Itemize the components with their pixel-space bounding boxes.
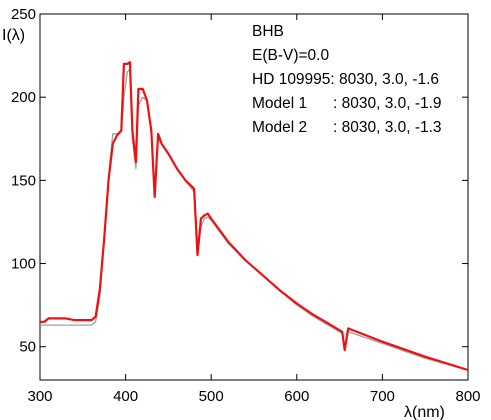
- series-line-2: [40, 61, 469, 372]
- x-tick-label: 400: [113, 388, 138, 405]
- y-tick-label: 250: [11, 6, 36, 23]
- y-axis-label: I(λ): [2, 27, 25, 44]
- x-tick-label: 300: [27, 388, 52, 405]
- y-tick-label: 100: [11, 256, 36, 273]
- annotation-line: BHB: [252, 23, 284, 40]
- annotation-line: HD 109995: 8030, 3.0, -1.6: [252, 71, 439, 88]
- x-axis-label: λ(nm): [404, 404, 445, 420]
- annotation-block: BHB E(B-V)=0.0 HD 109995: 8030, 3.0, -1.…: [252, 23, 442, 136]
- y-tick-label: 50: [19, 339, 36, 356]
- x-tick-label: 800: [455, 388, 480, 405]
- y-tick-label: 150: [11, 172, 36, 189]
- annotation-line: E(B-V)=0.0: [252, 47, 329, 64]
- x-tick-label: 700: [370, 388, 395, 405]
- x-tick-label: 500: [199, 388, 224, 405]
- series-line-1: [40, 68, 469, 371]
- plot-frame: [39, 13, 469, 381]
- x-tick-label: 600: [284, 388, 309, 405]
- y-tick-label: 200: [11, 89, 36, 106]
- annotation-line: Model 2 : 8030, 3.0, -1.3: [252, 119, 442, 136]
- axis-ticks: 300 400 500 600 700 800 50 100 150 200 250: [11, 6, 481, 405]
- annotation-line: Model 1 : 8030, 3.0, -1.9: [252, 95, 442, 112]
- series-layer: [40, 61, 469, 372]
